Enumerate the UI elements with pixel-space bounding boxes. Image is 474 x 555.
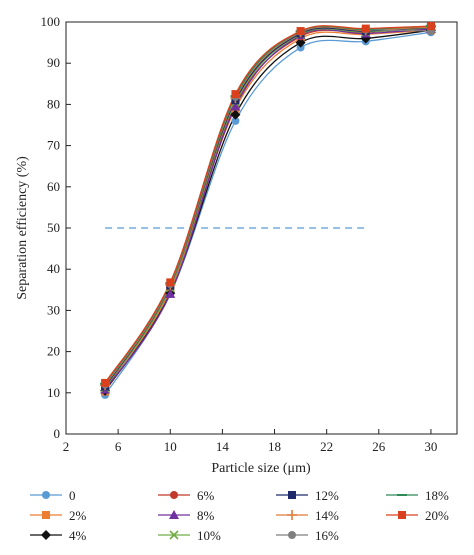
x-tick-label: 26 <box>372 439 386 454</box>
data-point <box>230 109 241 120</box>
series-line-10 <box>104 25 431 384</box>
data-point <box>296 27 305 36</box>
x-axis-ticks: 2 6 10 14 18 22 26 30 <box>63 429 437 454</box>
legend-label: 6% <box>197 488 215 503</box>
legend-item: 2% <box>30 508 87 523</box>
legend-marker <box>170 491 178 499</box>
legend: 0 2% 4% 6% 8% 10% 12% 14% 16% 18% 20% <box>30 488 449 543</box>
y-tick-label: 70 <box>47 138 60 153</box>
data-point <box>295 37 306 48</box>
legend-marker <box>287 510 297 520</box>
legend-label: 20% <box>425 508 449 523</box>
legend-item: 0 <box>30 488 76 503</box>
data-point <box>231 90 240 99</box>
series-line-7 <box>104 26 431 386</box>
legend-marker <box>169 510 179 519</box>
series-lines <box>104 25 432 396</box>
series-line-8 <box>104 25 431 385</box>
legend-label: 0 <box>69 488 76 503</box>
y-tick-label: 80 <box>47 96 60 111</box>
legend-marker <box>288 491 296 499</box>
y-tick-label: 0 <box>54 426 61 441</box>
x-tick-label: 18 <box>268 439 281 454</box>
legend-marker <box>42 491 50 499</box>
y-tick-label: 40 <box>47 261 60 276</box>
legend-item: 12% <box>276 488 339 503</box>
y-tick-label: 60 <box>47 179 60 194</box>
series-line-0 <box>104 31 432 396</box>
y-tick-label: 100 <box>41 14 61 29</box>
series-markers <box>100 21 436 399</box>
legend-item: 10% <box>158 528 221 543</box>
legend-marker <box>41 530 51 540</box>
legend-item: 16% <box>276 528 339 543</box>
data-point <box>361 24 370 33</box>
series-line-4 <box>104 28 431 390</box>
y-tick-label: 50 <box>47 220 60 235</box>
y-tick-label: 90 <box>47 55 60 70</box>
legend-label: 10% <box>197 528 221 543</box>
data-point <box>231 116 240 125</box>
legend-label: 8% <box>197 508 215 523</box>
legend-label: 18% <box>425 488 449 503</box>
data-point <box>426 22 435 31</box>
legend-item: 20% <box>386 508 449 523</box>
data-point <box>230 101 241 111</box>
legend-item: 8% <box>158 508 215 523</box>
y-tick-label: 20 <box>47 344 60 359</box>
x-axis-label: Particle size (μm) <box>211 461 311 476</box>
x-tick-label: 22 <box>320 439 333 454</box>
legend-label: 16% <box>315 528 339 543</box>
legend-item: 18% <box>386 488 449 503</box>
data-point <box>101 378 110 387</box>
series-line-9 <box>104 25 431 385</box>
legend-label: 2% <box>69 508 87 523</box>
series-line-3 <box>104 27 431 390</box>
legend-marker <box>288 531 296 539</box>
legend-item: 4% <box>30 528 87 543</box>
x-tick-label: 6 <box>115 439 122 454</box>
legend-marker <box>42 511 50 519</box>
legend-marker <box>169 530 179 540</box>
legend-label: 4% <box>69 528 87 543</box>
legend-label: 12% <box>315 488 339 503</box>
legend-label: 14% <box>315 508 339 523</box>
data-point <box>165 288 176 298</box>
x-tick-label: 30 <box>424 439 437 454</box>
y-axis-label: Separation efficiency (%) <box>15 156 30 300</box>
x-tick-label: 14 <box>216 439 230 454</box>
legend-item: 14% <box>276 508 339 523</box>
x-tick-label: 10 <box>164 439 177 454</box>
legend-item: 6% <box>158 488 215 503</box>
y-tick-label: 10 <box>47 385 60 400</box>
series-line-1 <box>104 29 431 392</box>
data-point <box>166 278 175 287</box>
x-tick-label: 2 <box>63 439 70 454</box>
y-tick-label: 30 <box>47 302 60 317</box>
series-line-5 <box>104 27 431 389</box>
series-line-2 <box>104 29 432 392</box>
series-line-6 <box>104 26 431 387</box>
y-axis-ticks: 0 10 20 30 40 50 60 70 80 90 100 <box>41 14 71 441</box>
legend-marker <box>398 511 406 519</box>
